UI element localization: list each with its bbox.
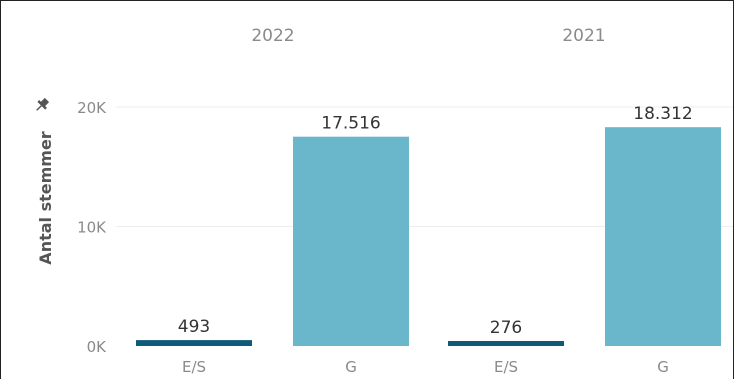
pin-icon[interactable] [33, 96, 51, 114]
bar-value-label: 17.516 [321, 114, 380, 134]
bar-value-label: 276 [490, 318, 522, 338]
x-tick-label: E/S [494, 358, 518, 376]
panel-year-header: 2021 [562, 26, 605, 46]
x-tick-label: E/S [182, 358, 206, 376]
bar-value-label: 18.312 [633, 104, 692, 124]
y-tick-label: 0K [87, 338, 108, 356]
y-tick-label: 20K [77, 99, 107, 117]
bar[interactable] [605, 127, 721, 346]
bar[interactable] [448, 341, 564, 346]
y-tick-label: 10K [77, 219, 107, 237]
bar[interactable] [136, 340, 252, 346]
x-tick-label: G [345, 358, 357, 376]
y-axis-title: Antal stemmer [36, 131, 55, 264]
bar-value-label: 493 [178, 317, 210, 337]
x-tick-label: G [657, 358, 669, 376]
panel-year-header: 2022 [251, 26, 294, 46]
bar[interactable] [293, 136, 409, 346]
